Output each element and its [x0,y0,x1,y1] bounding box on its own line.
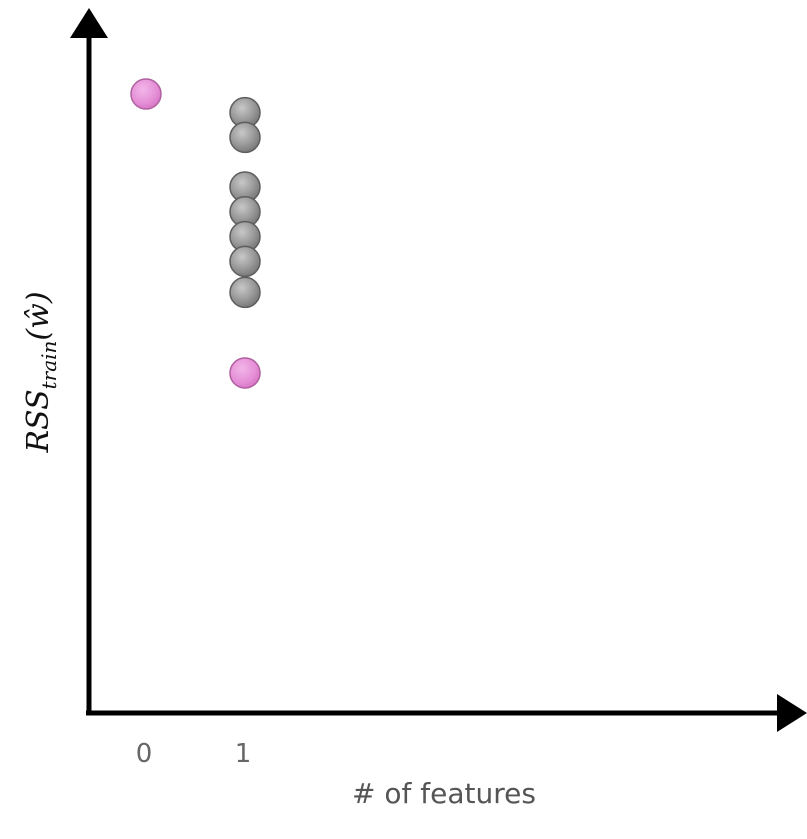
x-tick-label-0: 0 [136,739,153,769]
x-axis-label: # of features [352,777,536,810]
candidate-point-6 [229,276,261,309]
highlight-point-0 [130,78,162,110]
x-axis-arrowhead [777,694,807,732]
candidate-point-1 [229,121,261,154]
data-points [130,78,261,389]
y-axis-label-main: RSS [21,389,56,453]
y-axis-label: RSStrain(ŵ) [21,291,61,453]
y-axis-label-argument: (ŵ) [21,291,56,340]
x-tick-label-1: 1 [235,739,252,769]
y-axis-arrowhead [70,8,108,38]
y-axis-label-subscript: train [37,341,61,390]
candidate-point-5 [229,245,261,278]
highlight-point-1 [229,357,261,389]
